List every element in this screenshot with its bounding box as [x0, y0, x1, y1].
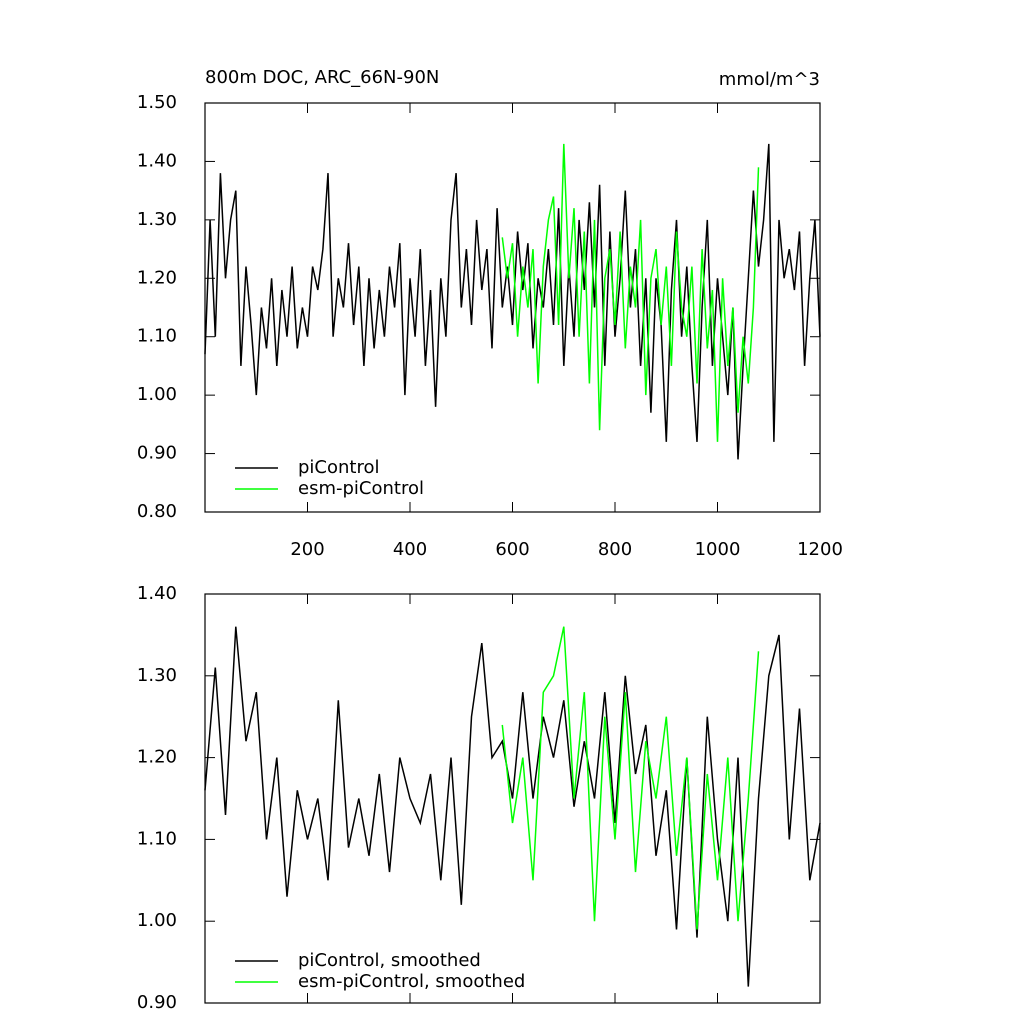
y-tick-label: 1.20 — [137, 747, 177, 768]
x-tick-label: 1200 — [797, 539, 843, 560]
y-tick-label: 0.80 — [137, 501, 177, 522]
legend-label: esm-piControl, smoothed — [298, 971, 525, 992]
x-tick-label: 600 — [495, 539, 529, 560]
series-line — [501, 626, 760, 930]
y-tick-label: 1.40 — [137, 150, 177, 171]
x-tick-label: 800 — [598, 539, 632, 560]
legend-label: esm-piControl — [298, 478, 424, 499]
units-label: mmol/m^3 — [719, 69, 820, 90]
x-tick-label: 1000 — [695, 539, 741, 560]
y-tick-label: 1.00 — [137, 384, 177, 405]
series-line — [204, 626, 821, 987]
y-tick-label: 1.10 — [137, 326, 177, 347]
y-tick-label: 0.90 — [137, 443, 177, 464]
y-tick-label: 1.40 — [137, 583, 177, 604]
x-tick-label: 200 — [290, 539, 324, 560]
y-tick-label: 1.30 — [137, 209, 177, 230]
x-tick-label: 400 — [393, 539, 427, 560]
y-tick-label: 1.10 — [137, 828, 177, 849]
y-tick-label: 0.90 — [137, 992, 177, 1013]
series-line — [204, 143, 821, 460]
y-tick-label: 1.00 — [137, 910, 177, 931]
y-tick-label: 1.20 — [137, 267, 177, 288]
y-tick-label: 1.30 — [137, 665, 177, 686]
legend-label: piControl — [298, 457, 380, 478]
chart-title: 800m DOC, ARC_66N-90N — [205, 67, 439, 88]
legend-label: piControl, smoothed — [298, 950, 481, 971]
series-line — [501, 143, 760, 442]
plot-frame — [204, 102, 821, 513]
y-tick-label: 1.50 — [137, 92, 177, 113]
